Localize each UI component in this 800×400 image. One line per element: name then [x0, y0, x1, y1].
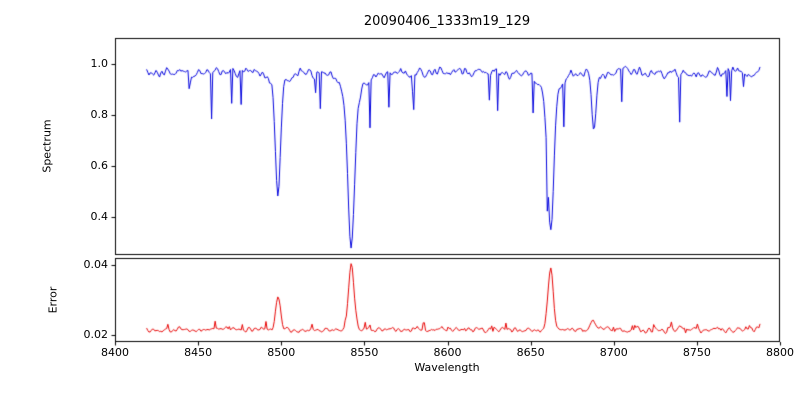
spectrum-y-tick-label: 1.0: [90, 56, 109, 70]
x-tick-label: 8450: [184, 346, 213, 359]
spectrum-y-axis-label: Spectrum: [40, 119, 54, 173]
error-y-axis-label: Error: [46, 286, 60, 314]
x-tick-label: 8600: [433, 346, 462, 359]
x-axis-label: Wavelength: [414, 361, 480, 374]
x-tick-label: 8550: [350, 346, 379, 359]
x-tick-label: 8400: [101, 346, 129, 359]
x-tick-label: 8750: [682, 346, 711, 359]
spectrum-y-tick-label: 0.6: [90, 158, 109, 172]
x-tick-label: 8650: [516, 346, 545, 359]
spectrum-y-tick-label: 0.8: [90, 107, 109, 121]
x-tick-label: 8700: [599, 346, 628, 359]
x-tick-label: 8800: [766, 346, 794, 359]
chart-title: 20090406_1333m19_129: [363, 14, 531, 29]
error-y-tick-label: 0.02: [83, 328, 109, 341]
spectrum-y-tick-label: 0.4: [90, 209, 109, 223]
error-y-tick-label: 0.04: [83, 258, 109, 271]
x-tick-label: 8500: [267, 346, 296, 359]
